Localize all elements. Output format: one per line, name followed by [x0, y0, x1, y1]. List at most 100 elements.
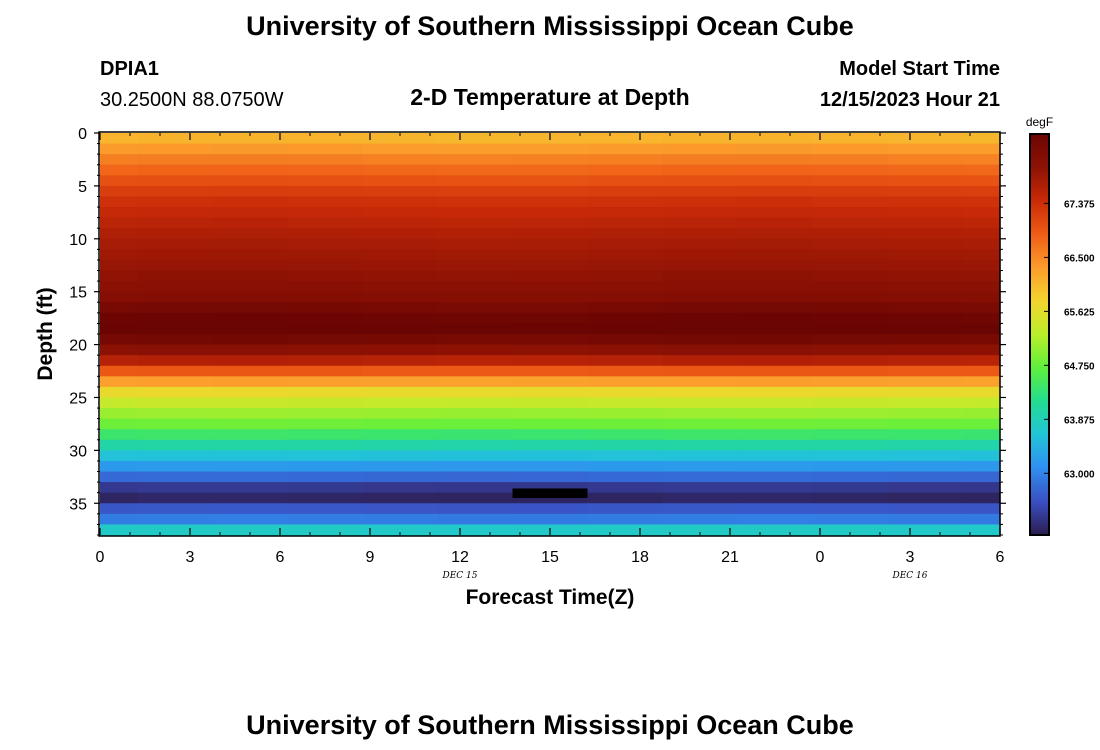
- heatmap-cell: [887, 154, 964, 166]
- heatmap-cell: [587, 365, 664, 377]
- heatmap-cell: [587, 376, 664, 388]
- heatmap-cell: [287, 439, 364, 451]
- heatmap-cell: [662, 133, 739, 145]
- heatmap-cell: [100, 312, 139, 325]
- heatmap-cell: [812, 238, 889, 250]
- heatmap-cell: [512, 429, 589, 441]
- heatmap-cell: [362, 291, 439, 303]
- heatmap-cell: [662, 492, 739, 504]
- heatmap-cell: [662, 355, 739, 367]
- heatmap-cell: [587, 207, 664, 219]
- heatmap-cell: [962, 334, 1001, 346]
- heatmap-cell: [962, 196, 1001, 208]
- heatmap-cell: [287, 143, 364, 155]
- heatmap-cell: [887, 217, 964, 229]
- heatmap-cell: [737, 175, 814, 187]
- heatmap-cell: [437, 524, 514, 536]
- heatmap-cell: [737, 259, 814, 272]
- heatmap-cell: [437, 397, 514, 409]
- heatmap-cell: [812, 228, 889, 240]
- heatmap-cell: [137, 270, 214, 282]
- heatmap-cell: [662, 344, 739, 356]
- heatmap-cell: [362, 408, 439, 420]
- heatmap-cell: [962, 376, 1001, 388]
- heatmap-cell: [437, 259, 514, 272]
- heatmap-cell: [437, 312, 514, 325]
- heatmap-cell: [137, 175, 214, 187]
- heatmap-cell: [137, 408, 214, 420]
- heatmap-cell: [362, 429, 439, 441]
- plot-title: 2-D Temperature at Depth: [410, 84, 689, 110]
- heatmap-cell: [287, 397, 364, 409]
- heatmap-cell: [737, 513, 814, 526]
- heatmap-cell: [812, 334, 889, 346]
- heatmap-cell: [100, 207, 139, 219]
- heatmap-cell: [812, 408, 889, 420]
- heatmap-cell: [100, 323, 139, 335]
- heatmap-cell: [737, 429, 814, 441]
- heatmap-cell: [512, 175, 589, 187]
- heatmap-cell: [437, 323, 514, 335]
- heatmap-cell: [962, 471, 1001, 483]
- heatmap-cell: [287, 207, 364, 219]
- heatmap-cell: [962, 281, 1001, 293]
- date-label: DEC 15: [442, 571, 478, 581]
- heatmap-cell: [212, 270, 289, 282]
- x-tick-label: 0: [816, 549, 825, 566]
- heatmap-cell: [887, 334, 964, 346]
- heatmap-cell: [737, 281, 814, 293]
- heatmap-cell: [587, 397, 664, 409]
- heatmap-cell: [437, 334, 514, 346]
- heatmap-cell: [962, 312, 1001, 325]
- heatmap-cell: [662, 386, 739, 399]
- heatmap-cell: [662, 312, 739, 325]
- colorbar-tick-label: 65.625: [1064, 307, 1095, 318]
- heatmap-cell: [812, 270, 889, 282]
- colorbar: degF 67.375 66.500 65.625 64.750 63.875 63.000: [1026, 115, 1095, 536]
- heatmap-cell: [362, 259, 439, 272]
- heatmap-cell: [512, 482, 589, 494]
- heatmap-cell: [437, 365, 514, 377]
- heatmap-cell: [100, 228, 139, 240]
- heatmap-cell: [887, 344, 964, 356]
- heatmap-cell: [812, 376, 889, 388]
- heatmap-cell: [887, 228, 964, 240]
- heatmap-cell: [362, 418, 439, 430]
- heatmap-cell: [100, 376, 139, 388]
- y-tick-label: 0: [78, 126, 87, 143]
- y-tick-label: 20: [69, 338, 87, 355]
- heatmap-cell: [100, 439, 139, 451]
- heatmap-cell: [662, 228, 739, 240]
- heatmap-cell: [287, 323, 364, 335]
- heatmap-cell: [887, 291, 964, 303]
- heatmap-cell: [362, 164, 439, 176]
- heatmap-cell: [812, 154, 889, 166]
- heatmap-cell: [287, 228, 364, 240]
- heatmap-cell: [962, 185, 1001, 198]
- heatmap-cell: [812, 439, 889, 451]
- heatmap-cell: [812, 418, 889, 430]
- heatmap-cell: [212, 365, 289, 377]
- heatmap-cell: [587, 503, 664, 515]
- heatmap-cell: [812, 450, 889, 462]
- x-tick-label: 12: [451, 549, 469, 566]
- heatmap-cell: [437, 207, 514, 219]
- heatmap-cell: [737, 196, 814, 208]
- heatmap-cell: [737, 524, 814, 536]
- heatmap-cell: [287, 429, 364, 441]
- heatmap-cell: [137, 460, 214, 473]
- heatmap-cell: [287, 164, 364, 176]
- heatmap-cell: [362, 492, 439, 504]
- heatmap-cell: [437, 344, 514, 356]
- heatmap-cell: [887, 312, 964, 325]
- heatmap-cell: [962, 460, 1001, 473]
- heatmap-cell: [587, 524, 664, 536]
- heatmap-cell: [962, 259, 1001, 272]
- heatmap-cell: [212, 429, 289, 441]
- heatmap-cell: [662, 238, 739, 250]
- heatmap-cell: [212, 312, 289, 325]
- heatmap-cell: [362, 302, 439, 314]
- colorbar-scale: [1029, 133, 1050, 536]
- heatmap-cell: [662, 482, 739, 494]
- heatmap-cell: [287, 344, 364, 356]
